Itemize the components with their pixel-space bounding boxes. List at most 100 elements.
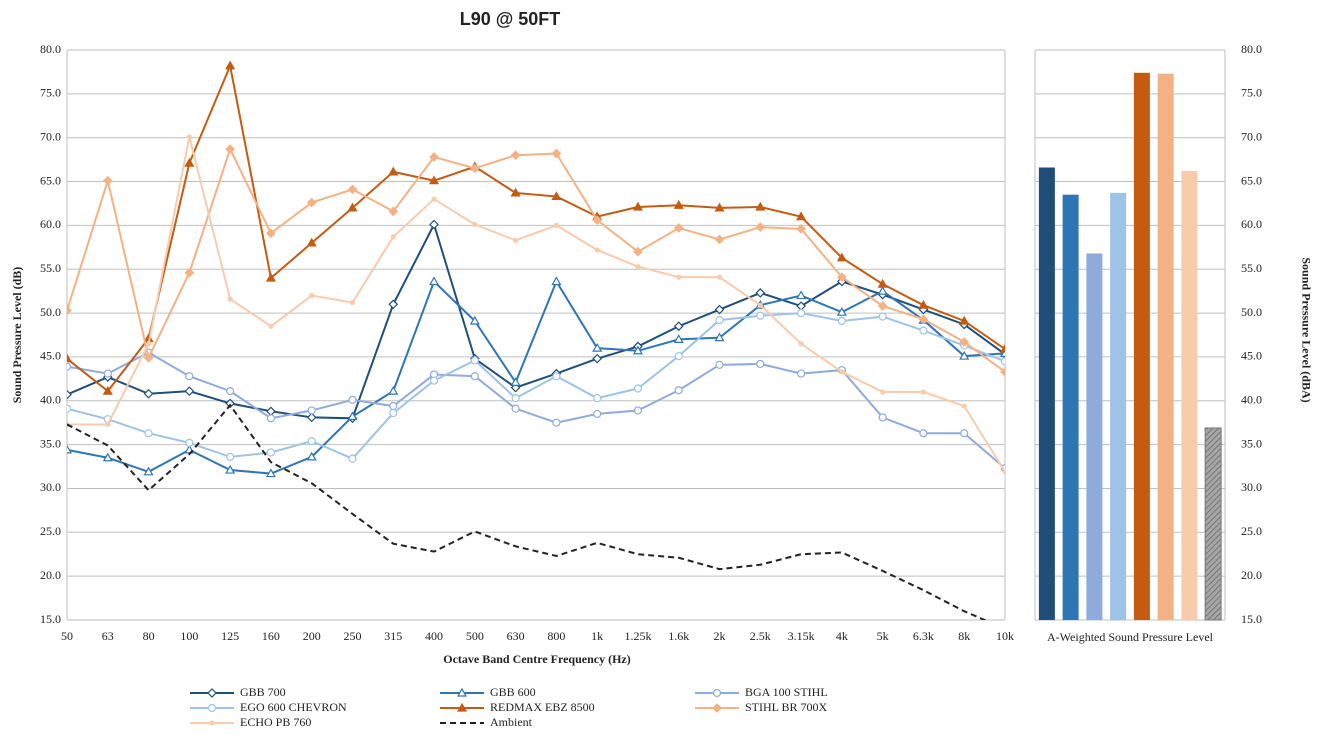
marker — [67, 353, 73, 363]
marker — [959, 315, 970, 325]
legend-label: ECHO PB 760 — [240, 715, 311, 729]
marker — [796, 369, 806, 378]
marker — [715, 360, 724, 369]
marker — [431, 196, 437, 202]
x-tick-label: 4k — [836, 629, 848, 643]
marker — [755, 288, 766, 298]
series-line — [67, 221, 1005, 420]
plot-area — [67, 60, 1005, 620]
marker — [388, 385, 399, 395]
x-tick-label: 3.15k — [788, 629, 815, 643]
y-tick-label: 70.0 — [40, 129, 61, 143]
marker — [755, 201, 766, 211]
marker — [836, 252, 847, 262]
y-tick-label: 15.0 — [40, 612, 61, 626]
x-tick-label: 63 — [102, 629, 114, 643]
x-tick-label: 80 — [143, 629, 155, 643]
marker — [469, 315, 480, 325]
marker — [268, 323, 274, 329]
x-tick-label: 800 — [547, 629, 565, 643]
marker — [185, 438, 194, 447]
marker — [919, 429, 928, 438]
bar — [1110, 192, 1127, 620]
y2-tick-label: 30.0 — [1241, 480, 1262, 494]
bar — [1181, 171, 1198, 620]
marker — [756, 359, 765, 369]
legend-item: EGO 600 CHEVRON — [190, 700, 347, 714]
bar — [1038, 167, 1055, 620]
marker — [102, 175, 113, 186]
x-tick-label: 1.6k — [668, 629, 689, 643]
marker — [836, 306, 847, 316]
marker — [105, 421, 111, 428]
marker — [470, 372, 479, 381]
marker — [880, 389, 886, 395]
marker — [144, 429, 153, 438]
marker — [673, 200, 684, 209]
marker — [798, 341, 804, 347]
marker — [1002, 469, 1005, 475]
y-tick-label: 60.0 — [40, 217, 61, 231]
marker — [307, 406, 316, 415]
marker — [960, 429, 969, 438]
marker — [67, 362, 72, 371]
marker — [673, 321, 684, 332]
marker — [348, 395, 357, 404]
bar — [1204, 427, 1222, 621]
marker — [510, 382, 521, 393]
marker — [349, 299, 356, 306]
y-tick-label: 75.0 — [40, 86, 61, 100]
x-tick-label: 6.3k — [913, 629, 934, 643]
bar — [1086, 253, 1103, 620]
marker — [226, 387, 235, 396]
marker — [103, 369, 112, 378]
marker — [999, 343, 1005, 353]
marker — [756, 311, 765, 320]
marker — [676, 274, 682, 280]
marker — [265, 468, 276, 478]
chart-title: L90 @ 50FT — [460, 9, 561, 29]
marker — [959, 337, 970, 347]
marker — [918, 299, 929, 309]
marker — [429, 175, 440, 185]
marker — [878, 413, 887, 422]
marker — [796, 224, 806, 234]
marker — [633, 406, 643, 415]
marker — [67, 444, 73, 454]
y-tick-label: 65.0 — [40, 173, 61, 187]
marker — [347, 202, 358, 212]
y2-tick-label: 35.0 — [1241, 436, 1262, 450]
marker — [348, 454, 357, 463]
marker — [712, 703, 722, 713]
legend-label: BGA 100 STIHL — [745, 685, 828, 699]
marker — [102, 452, 113, 462]
x-tick-label: 10k — [996, 629, 1014, 643]
x-tick-label: 500 — [466, 629, 484, 643]
marker — [469, 163, 480, 174]
x-tick-label: 125 — [221, 629, 239, 643]
marker — [510, 150, 521, 161]
marker — [429, 276, 440, 286]
marker — [919, 326, 928, 335]
marker — [837, 272, 847, 282]
marker — [309, 292, 315, 299]
legend-item: ECHO PB 760 — [190, 715, 311, 729]
marker — [592, 215, 603, 225]
marker — [999, 348, 1005, 358]
marker — [510, 377, 521, 386]
x-tick-label: 400 — [425, 629, 443, 643]
marker — [225, 398, 235, 409]
marker — [755, 222, 766, 232]
marker — [143, 352, 154, 363]
marker — [184, 386, 195, 396]
marker — [553, 222, 559, 228]
y2-tick-label: 70.0 — [1241, 129, 1262, 143]
legend-item: REDMAX EBZ 8500 — [440, 700, 595, 714]
marker — [551, 276, 562, 286]
y-tick-label: 20.0 — [40, 568, 61, 582]
marker — [470, 356, 479, 365]
marker — [714, 234, 725, 245]
x-axis-title: Octave Band Centre Frequency (Hz) — [443, 652, 631, 666]
